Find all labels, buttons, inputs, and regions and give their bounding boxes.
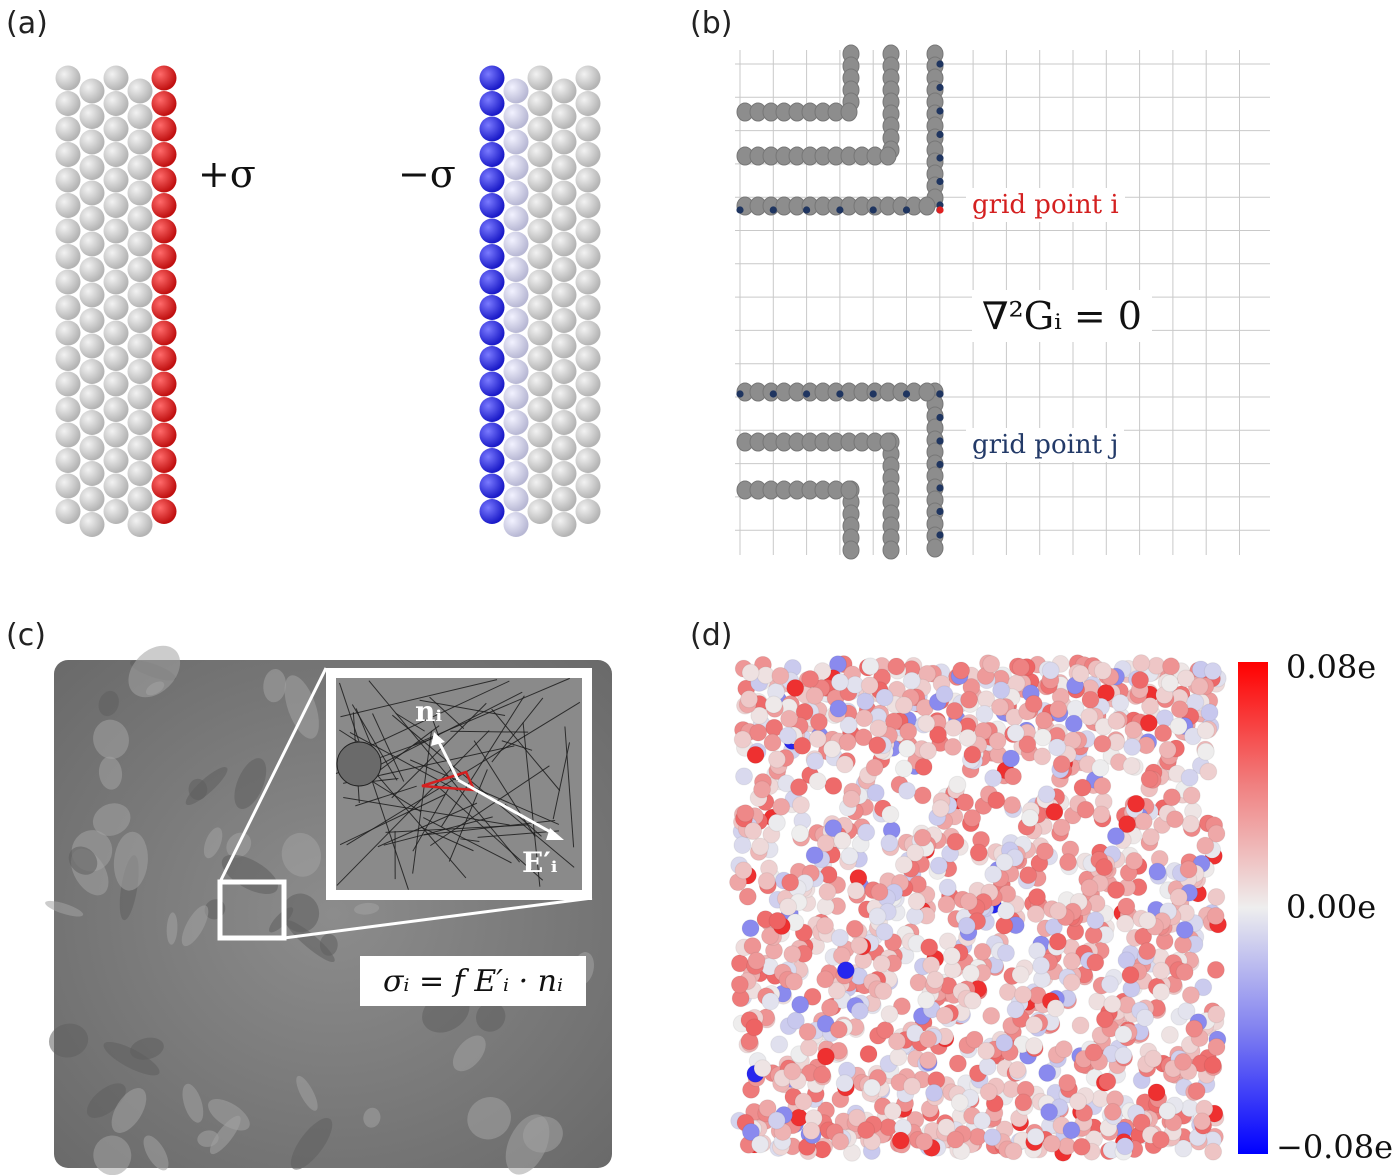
positive-charge-atom <box>151 397 177 422</box>
positive-charge-atom <box>151 499 177 524</box>
positive-charge-atom <box>151 320 177 346</box>
negative-charge-atom <box>479 371 505 397</box>
colorbar-min-label: −0.08e <box>1276 1128 1393 1166</box>
minus-sigma-label: −σ <box>398 152 456 196</box>
panel-b-label: (b) <box>690 6 733 41</box>
positive-charge-atom <box>151 346 177 371</box>
panel-c-surface-render <box>45 645 612 1175</box>
negative-charge-atom <box>479 269 505 295</box>
negative-charge-atom <box>479 422 505 448</box>
positive-charge-atom <box>151 193 177 218</box>
panel-a-electrode-schematic <box>55 65 601 537</box>
positive-charge-atom <box>151 142 177 167</box>
grid-point-i-label: grid point i <box>966 188 1125 222</box>
positive-charge-atom <box>151 167 177 193</box>
positive-charge-atom <box>151 371 177 397</box>
panel-c-label: (c) <box>6 618 46 653</box>
positive-charge-atom <box>151 116 177 142</box>
panel-d-label: (d) <box>690 618 733 653</box>
boundary-grid-points <box>736 60 944 539</box>
positive-electrode-atoms <box>55 65 177 537</box>
negative-charge-atom <box>479 142 505 167</box>
negative-charge-atom <box>479 193 505 218</box>
selection-box <box>217 879 287 941</box>
negative-charge-atom <box>479 499 505 524</box>
negative-charge-atom <box>479 65 505 91</box>
positive-charge-atom <box>151 218 177 244</box>
atom-charge-distribution <box>729 654 1227 1162</box>
electrode-surface-texture <box>45 645 595 1175</box>
colorbar <box>1238 662 1268 1154</box>
negative-charge-atom <box>479 218 505 244</box>
field-vector-label: E′ᵢ <box>522 846 558 879</box>
positive-charge-atom <box>151 422 177 448</box>
panel-d-charge-map <box>729 654 1227 1162</box>
negative-charge-atom <box>479 448 505 473</box>
colorbar-max-label: 0.08e <box>1286 648 1377 686</box>
plus-sigma-label: +σ <box>198 152 256 196</box>
laplace-equation: ∇²Gᵢ = 0 <box>972 290 1152 342</box>
normal-vector-label: nᵢ <box>415 695 443 728</box>
negative-electrode-atoms <box>479 65 601 537</box>
negative-charge-atom <box>479 167 505 193</box>
positive-charge-atom <box>151 269 177 295</box>
positive-charge-atom <box>151 91 177 116</box>
negative-charge-atom <box>479 295 505 320</box>
panel-a-label: (a) <box>6 6 48 41</box>
negative-charge-atom <box>479 320 505 346</box>
negative-charge-atom <box>479 244 505 269</box>
charge-equation: σᵢ = f E′ᵢ · nᵢ <box>360 956 586 1006</box>
positive-charge-atom <box>151 65 177 91</box>
positive-charge-atom <box>151 473 177 499</box>
negative-charge-atom <box>479 116 505 142</box>
negative-charge-atom <box>479 473 505 499</box>
mesh-triangle <box>421 770 476 792</box>
colorbar-mid-label: 0.00e <box>1286 888 1377 926</box>
mesh-inset <box>326 668 592 900</box>
negative-charge-atom <box>479 91 505 116</box>
negative-charge-atom <box>479 397 505 422</box>
negative-charge-atom <box>479 346 505 371</box>
positive-charge-atom <box>151 295 177 320</box>
grid-point-j-label: grid point j <box>966 428 1125 462</box>
positive-charge-atom <box>151 448 177 473</box>
positive-charge-atom <box>151 244 177 269</box>
